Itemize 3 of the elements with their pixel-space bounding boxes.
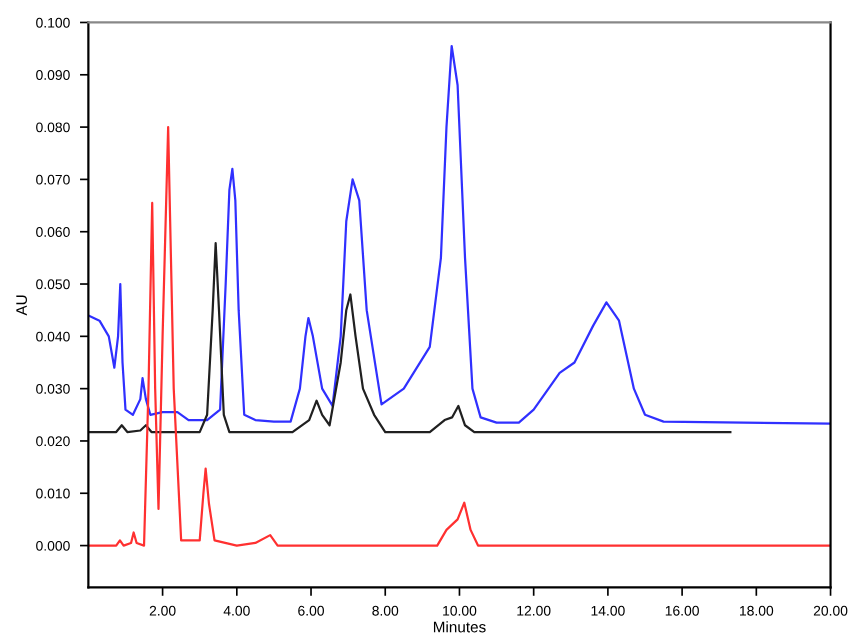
- line-series: [88, 44, 831, 425]
- line-series: [88, 242, 732, 434]
- line-series: [88, 125, 831, 547]
